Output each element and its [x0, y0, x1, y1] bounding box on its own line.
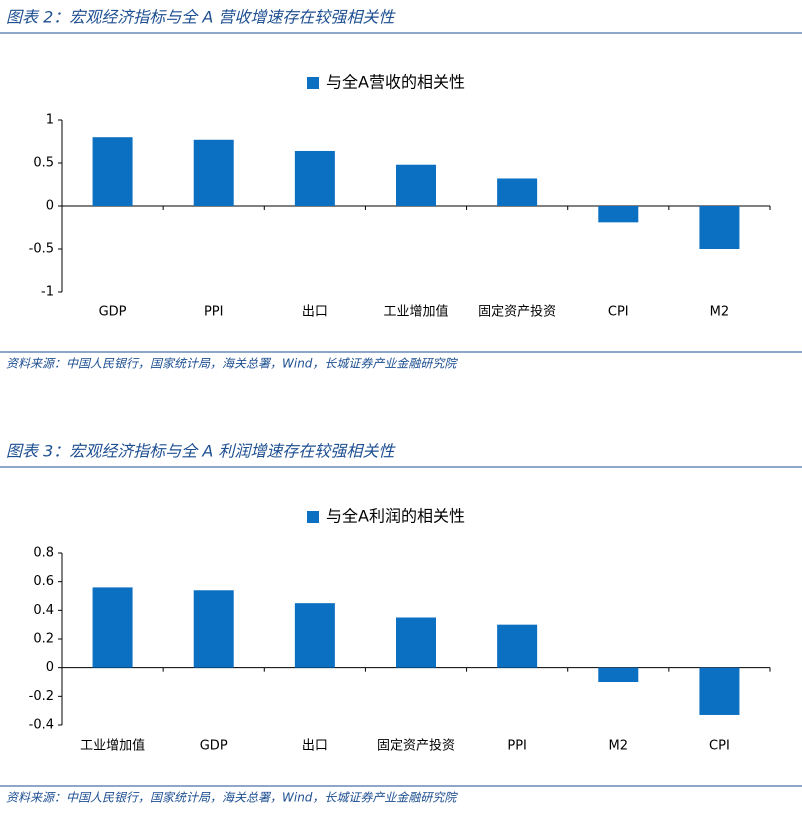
x-tick-label: 出口: [302, 305, 328, 320]
legend-swatch: [307, 511, 319, 523]
source-note: 资料来源：中国人民银行，国家统计局，海关总署，Wind，长城证券产业金融研究院: [6, 357, 458, 371]
y-tick-label: -1: [41, 285, 54, 300]
bar: [396, 617, 436, 668]
x-tick-label: GDP: [200, 739, 228, 754]
x-tick-label: PPI: [507, 739, 527, 754]
y-tick-label: 0.5: [33, 156, 54, 171]
bar: [294, 603, 335, 668]
y-tick-label: 0.6: [33, 574, 54, 589]
x-tick-label: M2: [609, 739, 629, 754]
x-tick-label: 工业增加值: [383, 304, 448, 320]
figure-title: 图表 3：宏观经济指标与全 A 利润增速存在较强相关性: [6, 442, 396, 461]
legend-label: 与全A利润的相关性: [326, 507, 465, 526]
y-tick-label: -0.5: [29, 242, 54, 257]
bar: [497, 624, 538, 668]
bar: [193, 590, 234, 668]
x-tick-label: PPI: [204, 305, 224, 320]
bar: [396, 164, 436, 206]
x-tick-label: 固定资产投资: [377, 738, 455, 754]
x-tick-label: 固定资产投资: [478, 304, 556, 320]
x-tick-label: CPI: [709, 739, 730, 754]
bar: [497, 178, 538, 206]
legend-label: 与全A营收的相关性: [326, 73, 465, 92]
y-tick-label: 0: [46, 660, 54, 675]
y-tick-label: 0.8: [33, 546, 54, 561]
y-tick-label: -0.4: [29, 718, 54, 733]
y-tick-label: 0: [46, 199, 54, 214]
x-tick-label: GDP: [99, 305, 127, 320]
bar: [598, 667, 639, 682]
x-tick-label: CPI: [608, 305, 629, 320]
figure-title: 图表 2：宏观经济指标与全 A 营收增速存在较强相关性: [6, 8, 396, 27]
bar: [92, 587, 133, 668]
x-tick-label: M2: [710, 305, 730, 320]
legend-swatch: [307, 77, 319, 89]
source-note: 资料来源：中国人民银行，国家统计局，海关总署，Wind，长城证券产业金融研究院: [6, 791, 458, 805]
bar: [699, 667, 740, 715]
bar: [699, 206, 740, 249]
x-tick-label: 工业增加值: [80, 738, 145, 754]
y-tick-label: 0.2: [33, 632, 54, 647]
y-tick-label: 0.4: [33, 603, 54, 618]
bar: [294, 150, 335, 206]
bar: [193, 139, 234, 206]
bar: [92, 137, 133, 206]
bar: [598, 206, 639, 223]
x-tick-label: 出口: [302, 739, 328, 754]
y-tick-label: 1: [46, 113, 54, 128]
y-tick-label: -0.2: [29, 689, 54, 704]
